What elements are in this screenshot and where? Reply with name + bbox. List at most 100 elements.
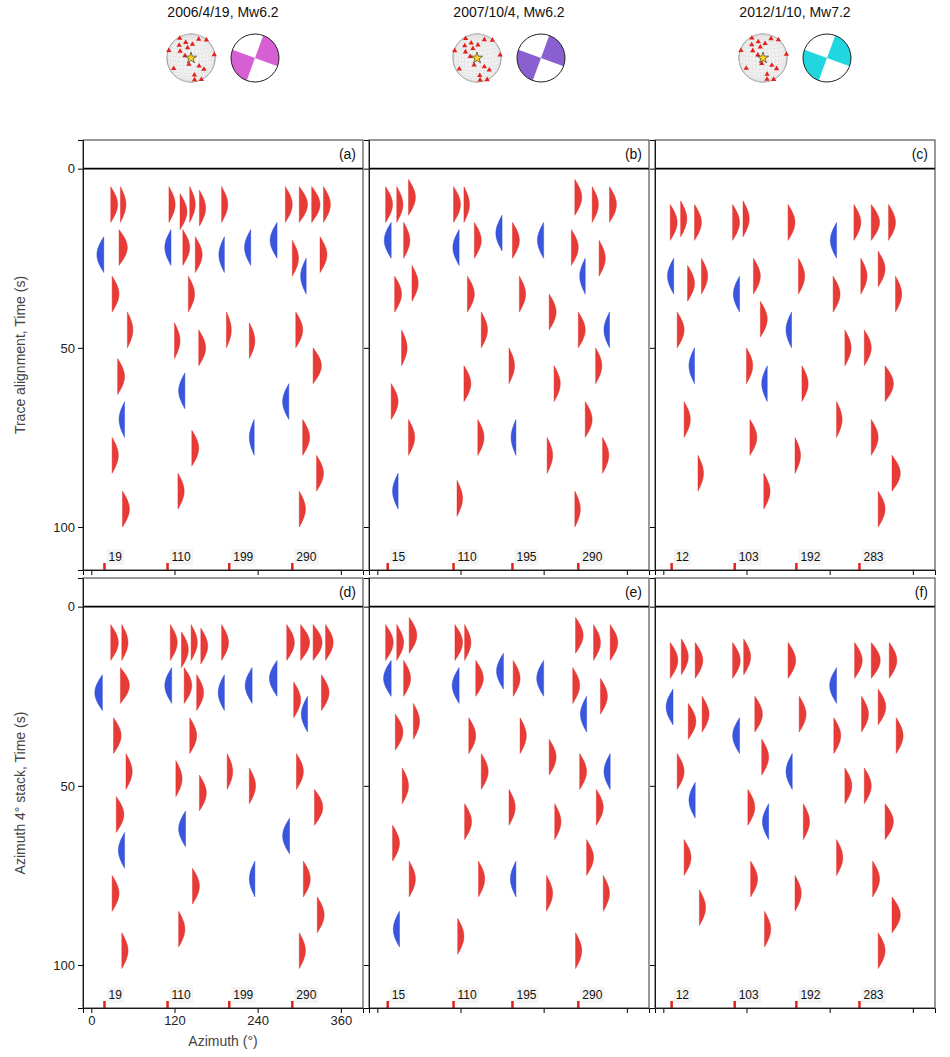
wiggle-lobe bbox=[689, 782, 695, 818]
wiggle-lobe bbox=[169, 187, 175, 223]
wiggle-lobe bbox=[753, 258, 760, 294]
azimuth-tick bbox=[511, 1001, 514, 1008]
azimuth-label: 103 bbox=[739, 988, 759, 1002]
marks bbox=[655, 607, 935, 969]
plot-frame bbox=[369, 578, 649, 1008]
wiggle-lobe bbox=[287, 625, 295, 661]
wiggle-lobe bbox=[695, 205, 702, 241]
wiggle-lobe bbox=[603, 875, 609, 911]
wiggle-lobe bbox=[547, 437, 553, 473]
panel: 12103192283(f) bbox=[650, 578, 936, 1013]
wiggle-lobe bbox=[699, 890, 705, 926]
tick: 100 bbox=[53, 958, 83, 973]
wiggle-lobe bbox=[111, 625, 119, 661]
wiggle-lobe bbox=[688, 703, 696, 739]
tick: 240 bbox=[247, 1008, 269, 1028]
wiggle-lobe bbox=[184, 668, 192, 704]
wiggle-lobe bbox=[666, 689, 673, 725]
axis-line bbox=[370, 571, 650, 576]
wiggle-lobe bbox=[786, 754, 792, 790]
reference-line bbox=[655, 606, 935, 608]
tick bbox=[544, 1008, 545, 1013]
wiggle-lobe bbox=[116, 797, 124, 833]
wiggle-lobe bbox=[748, 789, 755, 825]
station bbox=[201, 66, 206, 71]
wiggle-lobe bbox=[404, 222, 410, 258]
wiggle-lobe bbox=[862, 696, 869, 732]
plot-frame bbox=[655, 578, 935, 1008]
wiggle-lobe bbox=[179, 373, 185, 409]
wiggle-lobe bbox=[892, 897, 900, 933]
wiggle-lobe bbox=[301, 696, 307, 732]
tick bbox=[746, 570, 747, 575]
station bbox=[470, 45, 475, 50]
azimuth-tick bbox=[103, 563, 106, 570]
tick-mark bbox=[544, 570, 545, 575]
wiggle-lobe bbox=[249, 420, 254, 456]
wiggle-lobe bbox=[549, 294, 556, 330]
beachball-quadrant bbox=[541, 35, 565, 66]
station bbox=[756, 39, 761, 44]
station bbox=[199, 76, 204, 81]
tick bbox=[364, 607, 369, 608]
azimuth-tick bbox=[452, 563, 455, 570]
tick-mark bbox=[78, 348, 83, 349]
reference-line bbox=[369, 606, 649, 608]
azimuth-tick bbox=[386, 1001, 389, 1008]
tick bbox=[258, 570, 259, 575]
tick-mark bbox=[377, 570, 378, 575]
beachball-quadrant bbox=[231, 50, 255, 81]
wiggle-lobe bbox=[313, 348, 321, 384]
wiggle-lobe bbox=[834, 718, 841, 754]
wiggle-lobe bbox=[244, 230, 250, 266]
wiggle-lobe bbox=[190, 718, 197, 754]
station bbox=[749, 35, 754, 40]
azimuth-label: 12 bbox=[676, 988, 690, 1002]
label-patch bbox=[106, 987, 124, 1003]
panel-label: (f) bbox=[915, 584, 928, 600]
station bbox=[769, 62, 774, 67]
tick-mark bbox=[627, 1008, 628, 1013]
wiggle-lobe bbox=[497, 653, 504, 689]
label-patch bbox=[674, 549, 692, 565]
wiggle-lobe bbox=[702, 696, 709, 732]
wiggle-lobe bbox=[413, 703, 419, 739]
axis-line bbox=[84, 571, 364, 576]
wiggle-lobe bbox=[122, 933, 128, 969]
panel-label: (e) bbox=[625, 584, 642, 600]
wiggle-lobe bbox=[323, 187, 330, 223]
station bbox=[177, 42, 182, 47]
wiggle-lobe bbox=[592, 187, 598, 223]
tick-mark bbox=[650, 348, 655, 349]
beachball-quadrant bbox=[255, 35, 279, 66]
station bbox=[177, 48, 182, 53]
tick-label: 360 bbox=[330, 1013, 352, 1028]
azimuth-label: 19 bbox=[108, 550, 122, 564]
beachball bbox=[803, 34, 851, 82]
tick-label: 120 bbox=[164, 1013, 186, 1028]
beachball-outline bbox=[803, 34, 851, 82]
wiggle-lobe bbox=[733, 718, 740, 754]
tick-label: 0 bbox=[88, 1013, 95, 1028]
station bbox=[192, 72, 197, 77]
wiggle-lobe bbox=[452, 668, 459, 704]
wiggle-lobe bbox=[573, 668, 580, 704]
tick-mark bbox=[364, 169, 369, 170]
tick-mark bbox=[364, 607, 369, 608]
tick bbox=[650, 786, 655, 787]
wiggle-lobe bbox=[733, 205, 740, 241]
wiggle-lobe bbox=[600, 678, 607, 714]
x-axis bbox=[656, 1008, 936, 1013]
label-patch bbox=[456, 987, 479, 1003]
wiggle-lobe bbox=[871, 643, 880, 679]
wiggle-lobe bbox=[509, 348, 515, 384]
wiggle-lobe bbox=[174, 323, 180, 359]
label-patch bbox=[170, 549, 193, 565]
tick bbox=[174, 570, 175, 575]
wiggle-lobe bbox=[596, 789, 603, 825]
wiggle-lobe bbox=[510, 861, 516, 897]
beachball-quadrant bbox=[517, 50, 541, 81]
tick: 0 bbox=[68, 599, 83, 614]
tick-mark bbox=[663, 570, 664, 575]
wiggle-lobe bbox=[467, 276, 474, 312]
